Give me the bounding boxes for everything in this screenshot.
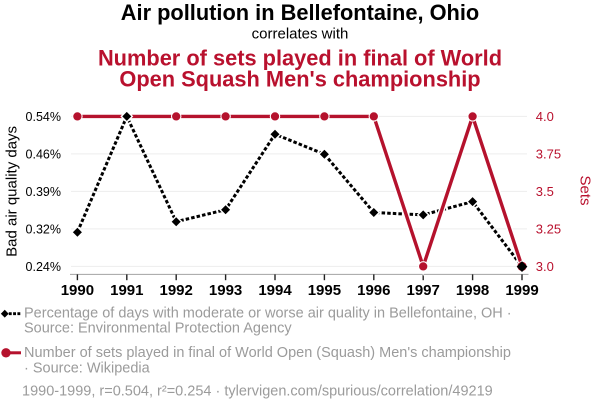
svg-text:0.39%: 0.39% <box>26 185 61 199</box>
svg-text:Air pollution in Bellefontaine: Air pollution in Bellefontaine, Ohio <box>121 0 479 25</box>
svg-text:1999: 1999 <box>505 282 538 299</box>
svg-text:0.54%: 0.54% <box>26 110 61 124</box>
svg-text:1995: 1995 <box>308 282 341 299</box>
svg-text:0.46%: 0.46% <box>26 148 61 162</box>
svg-text:1990-1999, r=0.504, r²=0.254 ·: 1990-1999, r=0.504, r²=0.254 · tylervige… <box>22 383 493 399</box>
svg-text:3.75: 3.75 <box>536 147 561 162</box>
svg-text:Number of sets played in final: Number of sets played in final of World <box>98 46 502 71</box>
svg-text:1997: 1997 <box>407 282 440 299</box>
svg-text:1994: 1994 <box>258 282 292 299</box>
svg-text:4.0: 4.0 <box>536 109 554 124</box>
svg-text:3.5: 3.5 <box>536 184 554 199</box>
svg-text:· Source: Wikipedia: · Source: Wikipedia <box>24 360 151 376</box>
svg-text:Number of sets played in final: Number of sets played in final of World … <box>24 345 511 361</box>
svg-text:1996: 1996 <box>357 282 390 299</box>
svg-text:Sets: Sets <box>577 175 594 205</box>
svg-text:Bad air quality days: Bad air quality days <box>4 126 21 257</box>
svg-text:3.0: 3.0 <box>536 259 554 274</box>
svg-text:0.24%: 0.24% <box>26 260 61 274</box>
svg-text:1998: 1998 <box>456 282 489 299</box>
svg-text:1992: 1992 <box>160 282 193 299</box>
svg-text:1993: 1993 <box>209 282 242 299</box>
svg-text:Source: Environmental Protecti: Source: Environmental Protection Agency <box>24 321 292 337</box>
svg-text:correlates with: correlates with <box>252 26 349 43</box>
svg-text:Open Squash Men's championship: Open Squash Men's championship <box>119 67 480 92</box>
svg-text:Percentage of days with modera: Percentage of days with moderate or wors… <box>24 305 512 321</box>
svg-text:1991: 1991 <box>110 282 143 299</box>
svg-text:3.25: 3.25 <box>536 222 561 237</box>
svg-text:1990: 1990 <box>61 282 94 299</box>
svg-text:0.32%: 0.32% <box>26 223 61 237</box>
